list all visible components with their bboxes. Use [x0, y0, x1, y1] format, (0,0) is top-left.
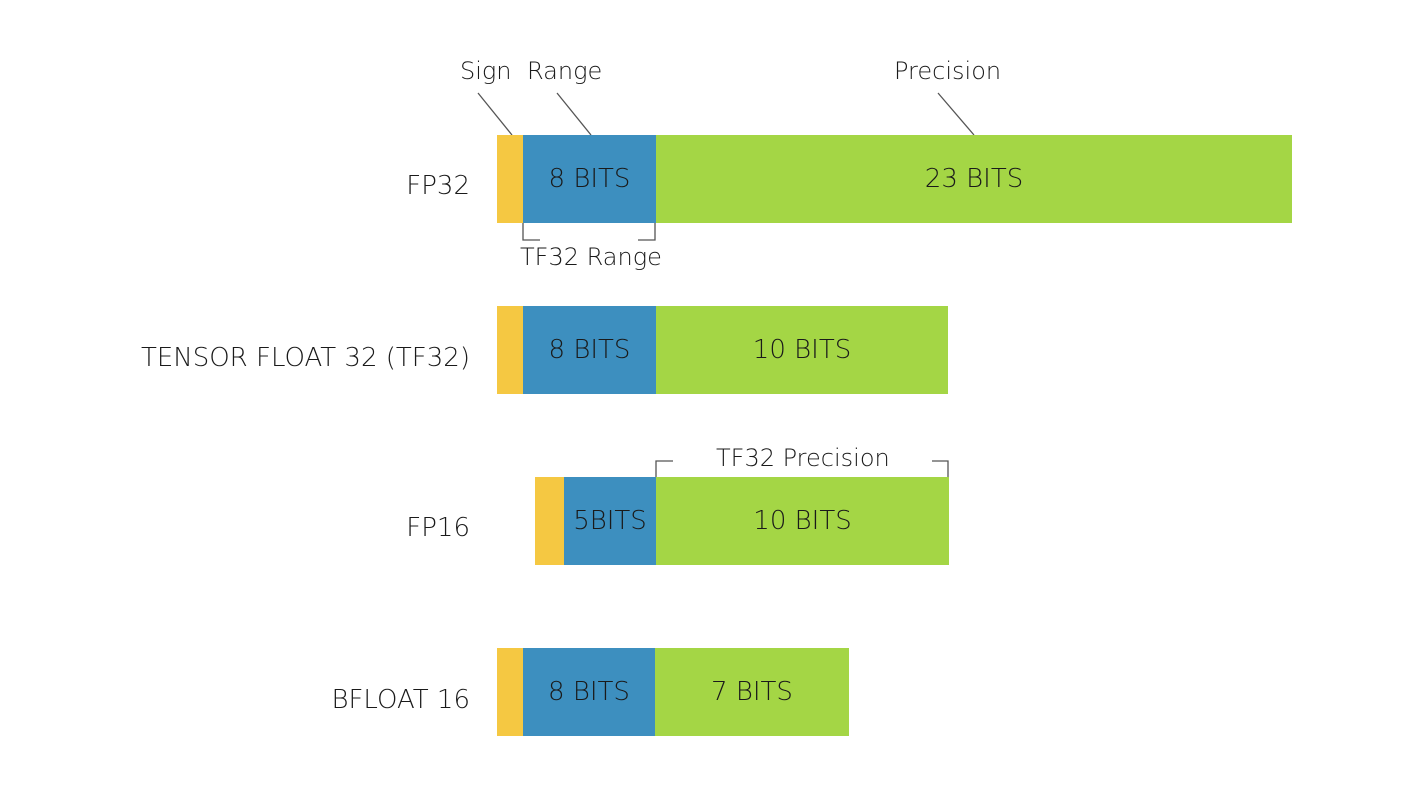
range-pointer-line — [556, 92, 592, 136]
bfloat16-sign-segment — [497, 648, 523, 736]
bfloat16-label: BFLOAT 16 — [331, 685, 470, 715]
tf32-label: TENSOR FLOAT 32 (TF32) — [140, 343, 470, 373]
fp16-sign-segment — [535, 477, 564, 565]
fp16-precision-segment: 10 BITS — [656, 477, 949, 565]
fp16-range-segment: 5BITS — [564, 477, 656, 565]
sign-annotation: Sign — [460, 57, 512, 85]
fp32-range-segment: 8 BITS — [523, 135, 656, 223]
tf32-precision-bracket-left — [655, 460, 673, 477]
sign-pointer-line — [477, 92, 513, 136]
tf32-sign-segment — [497, 306, 523, 394]
bfloat16-range-segment: 8 BITS — [523, 648, 655, 736]
tf32-range-bracket-right — [638, 223, 656, 241]
bfloat16-precision-segment: 7 BITS — [655, 648, 849, 736]
tf32-precision-annotation: TF32 Precision — [716, 444, 890, 472]
tf32-range-bracket — [522, 223, 540, 241]
range-annotation: Range — [527, 57, 603, 85]
tf32-precision-bracket-right — [932, 460, 949, 477]
fp32-sign-segment — [497, 135, 523, 223]
fp16-label: FP16 — [406, 513, 470, 543]
precision-pointer-line — [937, 92, 975, 136]
tf32-precision-segment: 10 BITS — [656, 306, 948, 394]
fp32-label: FP32 — [406, 171, 470, 201]
precision-annotation: Precision — [894, 57, 1002, 85]
tf32-range-segment: 8 BITS — [523, 306, 656, 394]
tf32-range-annotation: TF32 Range — [520, 243, 662, 271]
fp32-precision-segment: 23 BITS — [656, 135, 1292, 223]
